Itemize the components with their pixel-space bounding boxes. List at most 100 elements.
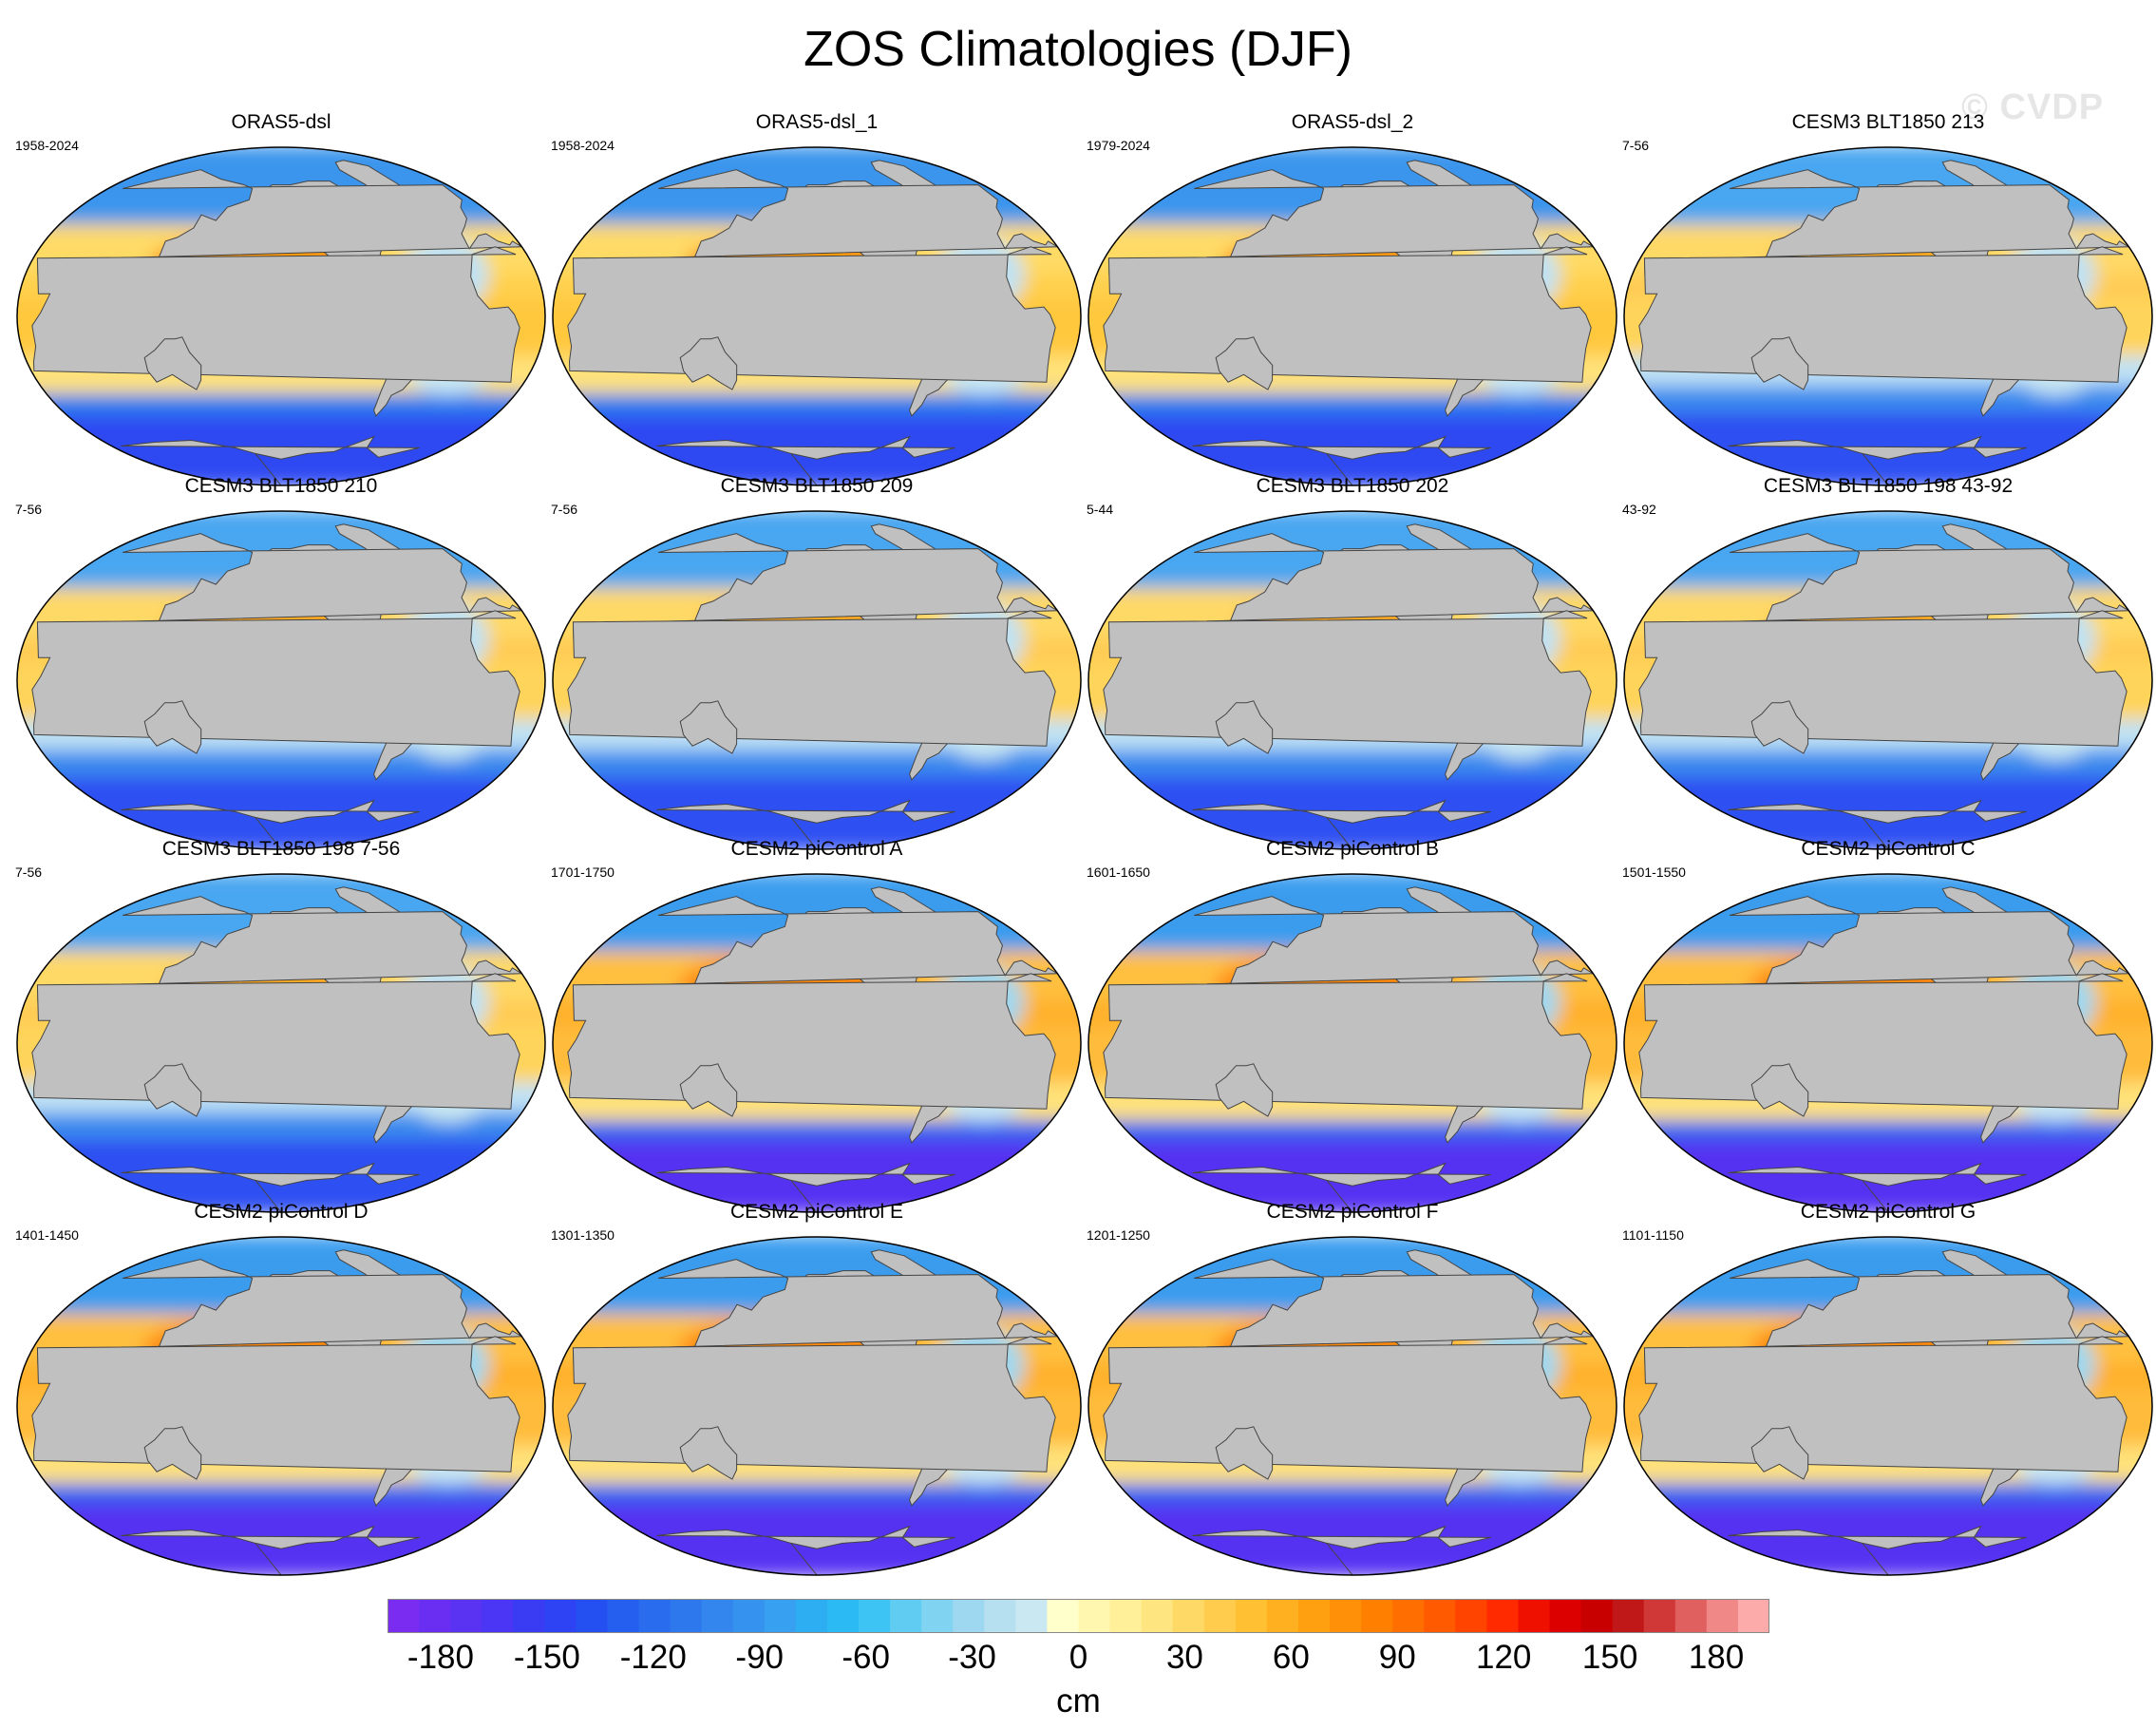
zos-map xyxy=(552,873,1082,1213)
land-antarctica xyxy=(1728,435,2027,485)
sea-level-band xyxy=(1088,393,1617,418)
panel-title: ORAS5-dsl xyxy=(231,111,331,133)
globe-outline xyxy=(1087,510,1617,850)
colorbar-swatch xyxy=(795,1599,828,1633)
colorbar-swatch xyxy=(1109,1599,1143,1633)
land-antarctica xyxy=(656,435,955,485)
panel-years: 1301-1350 xyxy=(551,1227,615,1243)
sea-level-band xyxy=(17,393,545,418)
land-australia xyxy=(143,700,202,754)
colorbar-swatch xyxy=(1141,1599,1174,1633)
land-africa xyxy=(567,973,1056,1110)
globe-outline xyxy=(1087,1236,1617,1576)
zos-map xyxy=(16,873,546,1213)
colorbar-swatch xyxy=(1518,1599,1551,1633)
land-africa xyxy=(31,973,520,1110)
colorbar-tick-label: -150 xyxy=(513,1639,580,1676)
map-panel: CESM3 BLT1850 198 43-92 43-92 xyxy=(1622,475,2154,860)
map-panel: CESM2 piControl B 1601-1650 xyxy=(1087,838,1618,1223)
colorbar-units: cm xyxy=(1056,1682,1101,1720)
land-australia xyxy=(1215,1063,1274,1117)
colorbar-swatch xyxy=(1549,1599,1582,1633)
globe-outline xyxy=(1087,146,1617,486)
panel-years: 1101-1150 xyxy=(1622,1227,1684,1243)
zos-map xyxy=(552,146,1082,486)
zos-map xyxy=(1087,1236,1617,1576)
zos-map xyxy=(1623,873,2153,1213)
land-africa xyxy=(1103,610,1592,747)
panel-years: 7-56 xyxy=(15,864,43,880)
land-antarctica xyxy=(1192,435,1491,485)
panel-years: 1958-2024 xyxy=(15,138,79,153)
panel-years: 1501-1550 xyxy=(1622,864,1686,880)
sea-level-band xyxy=(553,1483,1081,1506)
colorbar-swatch xyxy=(450,1599,482,1633)
colorbar-swatch xyxy=(1297,1599,1331,1633)
land-africa xyxy=(31,246,520,383)
land-antarctica xyxy=(1192,799,1491,849)
panel-years: 7-56 xyxy=(551,502,578,517)
colorbar-tick-label: -60 xyxy=(842,1639,890,1676)
land-australia xyxy=(1215,700,1274,754)
colorbar-tick-label: 150 xyxy=(1581,1639,1638,1676)
panel-title: CESM2 piControl G xyxy=(1800,1201,1976,1223)
zos-map xyxy=(1087,510,1617,850)
colorbar-swatch xyxy=(1266,1599,1299,1633)
globe-outline xyxy=(16,510,546,850)
globe-outline xyxy=(1623,873,2153,1213)
land-antarctica xyxy=(1728,1525,2027,1575)
globe-outline xyxy=(1623,146,2153,486)
land-antarctica xyxy=(1728,1162,2027,1212)
colorbar-tick-label: 120 xyxy=(1475,1639,1532,1676)
colorbar-swatch xyxy=(1392,1599,1425,1633)
land-africa xyxy=(1638,246,2128,383)
map-panel: CESM3 BLT1850 202 5-44 xyxy=(1087,475,1618,860)
land-africa xyxy=(1103,973,1592,1110)
colorbar-swatch xyxy=(1706,1599,1739,1633)
land-antarctica xyxy=(121,435,420,485)
panel-title: CESM2 piControl B xyxy=(1265,838,1440,860)
map-panel: ORAS5-dsl_1 1958-2024 xyxy=(551,111,1083,496)
land-africa xyxy=(567,246,1056,383)
colorbar-swatch xyxy=(1015,1599,1049,1633)
panel-years: 7-56 xyxy=(15,502,43,517)
panel-title: CESM2 piControl F xyxy=(1266,1201,1439,1223)
colorbar-swatch xyxy=(984,1599,1016,1633)
colorbar-swatch xyxy=(419,1599,451,1633)
colorbar-swatch xyxy=(1455,1599,1487,1633)
land-australia xyxy=(1215,336,1274,390)
land-antarctica xyxy=(656,1162,955,1212)
colorbar-swatch xyxy=(1330,1599,1362,1633)
map-panel: CESM3 BLT1850 210 7-56 xyxy=(15,475,547,860)
land-antarctica xyxy=(121,1162,420,1212)
zos-map xyxy=(1087,146,1617,486)
land-antarctica xyxy=(656,1525,955,1575)
zos-map xyxy=(1623,510,2153,850)
colorbar-tick-label: -90 xyxy=(735,1639,785,1676)
globe-outline xyxy=(552,873,1082,1213)
panel-years: 43-92 xyxy=(1622,502,1656,517)
land-africa xyxy=(1638,610,2128,747)
map-panel: CESM3 BLT1850 209 7-56 xyxy=(551,475,1083,860)
panel-title: ORAS5-dsl_2 xyxy=(1291,111,1414,133)
panel-title: CESM2 piControl A xyxy=(730,838,903,860)
colorbar-swatch xyxy=(544,1599,577,1633)
land-antarctica xyxy=(1192,1162,1491,1212)
land-australia xyxy=(1750,1063,1809,1117)
colorbar-tick-label: 30 xyxy=(1165,1639,1203,1676)
panel-title: CESM3 BLT1850 210 xyxy=(184,475,378,497)
land-antarctica xyxy=(1728,799,2027,849)
panel-years: 1979-2024 xyxy=(1087,138,1150,153)
globe-outline xyxy=(552,510,1082,850)
colorbar-tick-label: -30 xyxy=(948,1639,996,1676)
land-australia xyxy=(143,1063,202,1117)
colorbar-swatch xyxy=(764,1599,797,1633)
land-australia xyxy=(1750,700,1809,754)
land-africa xyxy=(1103,1336,1592,1472)
land-australia xyxy=(679,1426,738,1480)
sea-level-band xyxy=(1088,1120,1617,1143)
sea-level-band xyxy=(1624,1483,2152,1506)
colorbar-swatch xyxy=(1737,1599,1769,1633)
colorbar-swatch xyxy=(1643,1599,1676,1633)
zos-map xyxy=(1623,146,2153,486)
